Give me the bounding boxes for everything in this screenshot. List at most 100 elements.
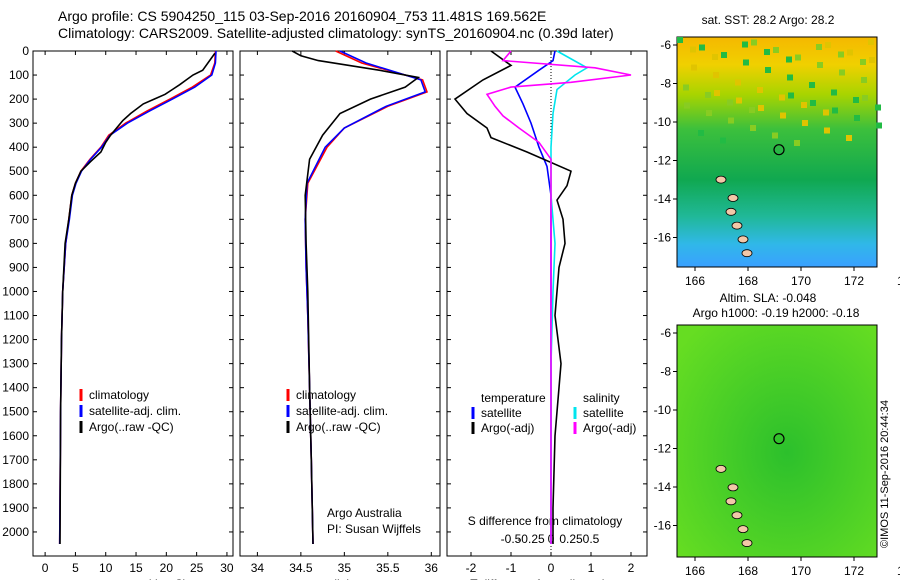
sst-pixel (876, 122, 882, 129)
sst-pixel (712, 54, 718, 60)
sst-pixel (764, 49, 770, 55)
sst-pixel (802, 120, 808, 126)
top-tick-label: 0.25 (559, 532, 583, 546)
sst-pixel (691, 64, 697, 71)
series-line-4 (485, 50, 632, 544)
sst-pixel (721, 52, 727, 58)
sst-pixel (699, 44, 705, 51)
island-shape (737, 525, 749, 534)
map-y-tick-label: -8 (660, 365, 671, 379)
map-y-tick-label: -16 (654, 231, 672, 245)
y-tick-label: 1400 (2, 381, 29, 395)
sst-map-field (676, 36, 878, 268)
y-tick-label: 0 (22, 44, 29, 58)
map-y-tick-label: -8 (660, 77, 671, 91)
map-x-tick-label: 166 (685, 564, 705, 578)
map-y-tick-label: -14 (654, 192, 672, 206)
y-tick-label: 300 (9, 116, 29, 130)
y-tick-label: 1200 (2, 333, 29, 347)
x-tick-label: 34 (251, 561, 265, 575)
sst-pixel (817, 62, 823, 68)
sst-pixel (825, 42, 831, 48)
x-tick-label: 2 (628, 561, 635, 575)
map-x-tick-label: 174 (897, 564, 900, 578)
map-y-tick-label: -14 (654, 480, 672, 494)
sst-pixel (780, 112, 786, 119)
sst-pixel (816, 44, 822, 50)
x-tick-label: 5 (72, 561, 79, 575)
island-shape (741, 539, 753, 547)
sst-pixel (743, 59, 749, 66)
y-tick-label: 200 (9, 92, 29, 106)
sst-pixel (860, 59, 866, 65)
x-axis-label: T difference from climatology (470, 577, 624, 580)
salinity-profile-axes-box (239, 50, 441, 557)
sst-pixel (714, 90, 720, 96)
figure-title-line1: Argo profile: CS 5904250_115 03-Sep-2016… (58, 8, 547, 24)
y-tick-label: 1600 (2, 429, 29, 443)
sst-pixel (846, 135, 852, 141)
sst-pixel (749, 107, 755, 113)
sst-pixel (706, 110, 712, 116)
difference-profile-axes-box (446, 50, 648, 557)
sst-pixel (750, 125, 756, 131)
y-tick-label: 1700 (2, 453, 29, 467)
series-line-2 (453, 50, 572, 544)
top-tick-label: -0.5 (501, 532, 522, 546)
x-tick-label: 0 (42, 561, 49, 575)
y-tick-label: 400 (9, 140, 29, 154)
y-tick-label: 800 (9, 236, 29, 250)
map-x-tick-label: 168 (738, 564, 758, 578)
map-x-tick-label: 172 (844, 274, 864, 288)
sst-pixel (854, 115, 860, 121)
legend-label: Argo(..raw -QC) (89, 420, 174, 434)
argo-float-marker (773, 144, 785, 156)
y-tick-label: 1300 (2, 357, 29, 371)
x-tick-label: 35 (338, 561, 352, 575)
island-shape (727, 194, 739, 202)
legend-label: climatology (296, 388, 356, 402)
sst-pixel (779, 94, 785, 101)
y-tick-label: 900 (9, 260, 29, 274)
sst-pixel (794, 140, 800, 146)
map-x-tick-label: 172 (844, 564, 864, 578)
sla-map-title: Altim. SLA: -0.048 (720, 291, 817, 305)
sst-pixel (847, 49, 853, 56)
island-shape (725, 207, 737, 216)
temperature-profile-axes-box (32, 50, 234, 557)
sst-pixel (868, 39, 874, 45)
sst-pixel (838, 51, 844, 58)
sst-pixel (757, 87, 763, 93)
sst-pixel (677, 37, 683, 43)
sst-pixel (795, 54, 801, 61)
island-shape (737, 235, 749, 244)
sst-pixel (684, 102, 690, 109)
y-tick-label: 1500 (2, 405, 29, 419)
x-tick-label: 15 (129, 561, 143, 575)
series-line-3 (291, 50, 421, 545)
sst-pixel (810, 100, 816, 106)
x-tick-label: 1 (588, 561, 595, 575)
figure-title-line2: Climatology: CARS2009. Satellite-adjuste… (58, 25, 614, 41)
x-tick-label: 20 (160, 561, 174, 575)
annotation-text: PI: Susan Wijffels (327, 522, 421, 536)
x-tick-label: 36 (425, 561, 439, 575)
y-tick-label: 1900 (2, 501, 29, 515)
island-shape (715, 175, 727, 184)
legend-group-title: temperature (481, 391, 546, 405)
sst-pixel (787, 74, 793, 81)
island-shape (715, 464, 727, 473)
legend-label: Argo(-adj) (583, 421, 636, 435)
sst-pixel (765, 67, 771, 73)
legend-label: satellite (583, 406, 624, 420)
x-tick-label: 10 (99, 561, 113, 575)
sst-pixel (698, 130, 704, 136)
map-y-tick-label: -16 (654, 519, 672, 533)
sst-pixel (720, 137, 726, 144)
sst-pixel (728, 117, 734, 124)
x-axis-label: salinity (322, 577, 359, 580)
legend-label: Argo(-adj) (481, 421, 534, 435)
series-line-3 (59, 52, 216, 545)
map-x-tick-label: 170 (791, 274, 811, 288)
